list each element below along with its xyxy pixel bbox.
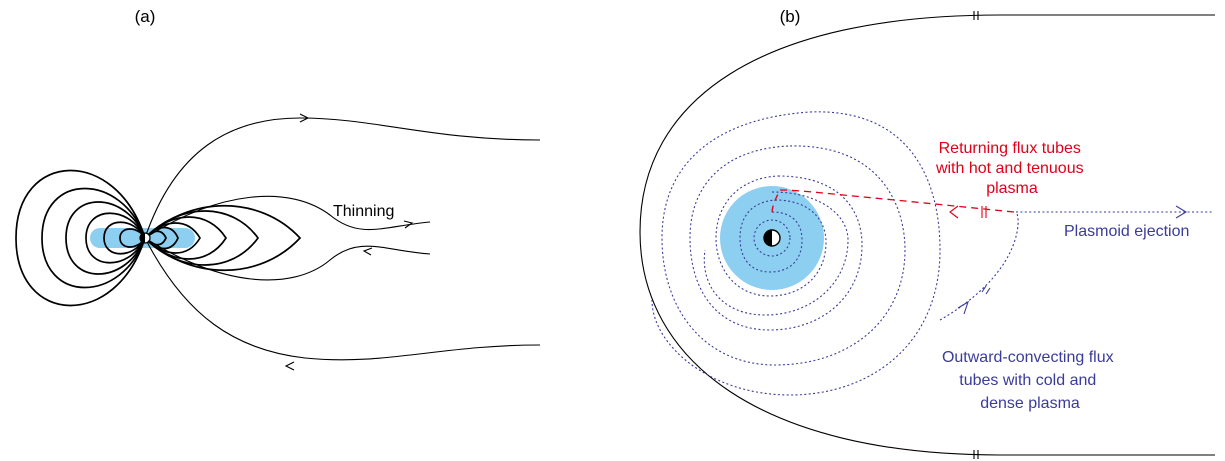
boundary-break-marks bbox=[973, 11, 979, 459]
panel-b: (b) bbox=[639, 7, 1215, 459]
thinning-label: Thinning bbox=[333, 203, 394, 220]
earth-icon bbox=[763, 229, 781, 247]
plasmoid-path bbox=[939, 205, 1212, 321]
nightside-field-lines bbox=[144, 204, 302, 272]
earth-icon bbox=[139, 232, 151, 244]
arrow-head bbox=[403, 220, 414, 229]
tail-field-lines bbox=[144, 117, 541, 361]
panel-b-label: (b) bbox=[780, 7, 801, 26]
panel-a-arrows bbox=[284, 113, 414, 371]
return-arrow-head bbox=[949, 205, 959, 219]
plasmoid-arrow-head bbox=[1175, 205, 1188, 219]
arrow-head bbox=[284, 361, 295, 371]
returning-flux-label: Returning flux tubes with hot and tenuou… bbox=[935, 140, 1088, 197]
convection-flow-lines bbox=[651, 111, 941, 396]
outward-arrow-head bbox=[957, 300, 969, 315]
panel-a-label: (a) bbox=[135, 7, 156, 26]
plasmoid-ejection-label: Plasmoid ejection bbox=[1064, 223, 1189, 240]
returning-flux-path bbox=[771, 189, 1015, 219]
outward-convecting-label: Outward-convecting flux tubes with cold … bbox=[942, 349, 1118, 412]
panel-a: (a) bbox=[15, 7, 541, 371]
magnetopause-boundary bbox=[639, 14, 1215, 456]
dayside-field-lines bbox=[15, 169, 146, 307]
arrow-head bbox=[362, 247, 373, 256]
arrow-head bbox=[299, 113, 310, 123]
